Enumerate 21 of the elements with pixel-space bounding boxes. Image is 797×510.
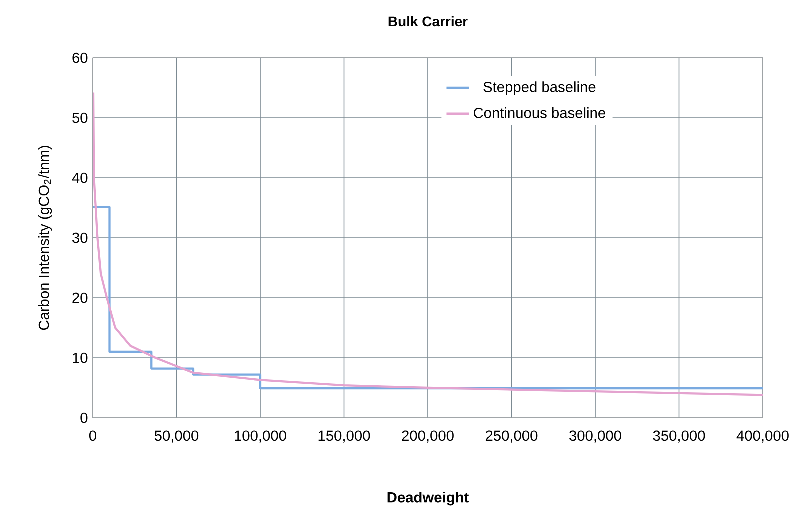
chart-title: Bulk Carrier [388,16,468,27]
legend-label: Continuous baseline [474,107,606,118]
x-tick-label: 400,000 [736,430,789,443]
y-tick-label: 10 [73,352,88,364]
y-tick-label: 40 [72,172,88,184]
x-axis-title: Deadweight [388,492,469,506]
x-tick-label: 50,000 [154,430,199,443]
x-tick-label: 350,000 [653,430,706,443]
x-tick-label: 0 [89,430,96,442]
y-tick-label: 20 [72,292,88,304]
y-tick-label: 50 [72,112,88,124]
y-tick-label: 0 [80,412,88,424]
legend-label: Stepped baseline [484,82,596,96]
x-tick-label: 300,000 [570,430,622,443]
y-tick-label: 30 [72,232,88,244]
x-tick-label: 100,000 [235,430,286,443]
y-tick-label: 60 [72,52,88,64]
x-tick-label: 250,000 [486,430,538,443]
x-tick-label: 200,000 [402,430,454,443]
x-tick-label: 150,000 [318,430,370,443]
y-axis-title: Carbon Intensity (gCO$_{2}$/tnm) [38,146,52,330]
